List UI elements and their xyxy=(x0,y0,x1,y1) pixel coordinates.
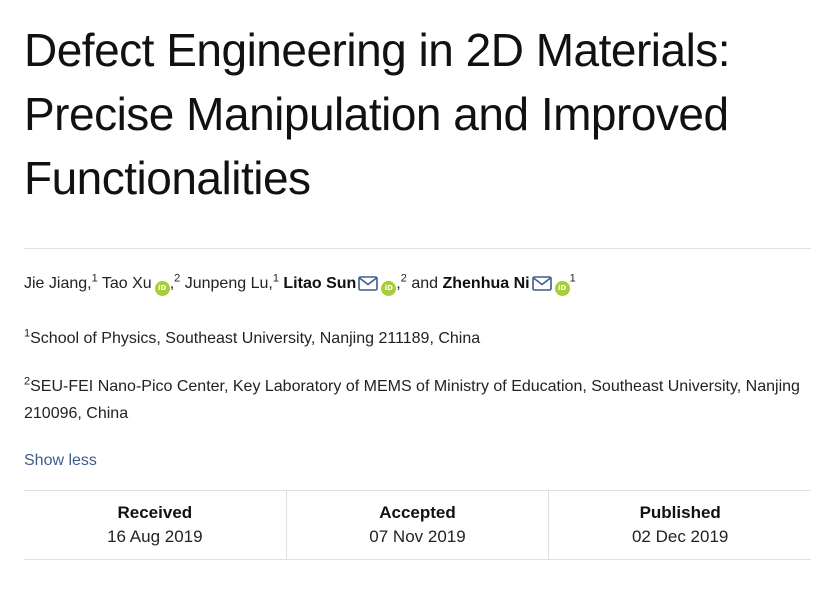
orcid-icon[interactable]: iD xyxy=(554,281,570,296)
author-affiliation-ref: 1 xyxy=(91,272,98,285)
title-line: Precise Manipulation and Improved xyxy=(24,88,729,140)
author-affiliation-ref: 2 xyxy=(400,272,407,285)
date-label: Published xyxy=(639,503,721,522)
author-affiliation-ref: 1 xyxy=(569,272,576,285)
author-name[interactable]: Jie Jiang xyxy=(24,275,88,292)
date-value: 16 Aug 2019 xyxy=(107,527,203,546)
author-affiliation-ref: 2 xyxy=(174,272,181,285)
author-tao-xu[interactable]: Tao Xu iD ,2 xyxy=(101,272,181,296)
affiliation-1: 1School of Physics, Southeast University… xyxy=(24,325,814,352)
affiliation-text: School of Physics, Southeast University,… xyxy=(30,330,481,347)
published-date: Published 02 Dec 2019 xyxy=(548,491,811,559)
affiliation-number: 1 xyxy=(24,327,31,340)
author-name[interactable]: Zhenhua Ni xyxy=(442,275,530,292)
author-affiliation-ref: 1 xyxy=(272,272,279,285)
author-junpeng-lu[interactable]: Junpeng Lu,1 xyxy=(184,272,279,292)
author-zhenhua-ni[interactable]: Zhenhua Ni iD xyxy=(442,275,570,296)
title-line: Defect Engineering in 2D Materials: xyxy=(24,24,731,76)
author-name[interactable]: Litao Sun xyxy=(283,275,357,292)
author-name[interactable]: Tao Xu xyxy=(101,275,152,292)
author-jie-jiang[interactable]: Jie Jiang,1 xyxy=(24,272,98,292)
authors-conjunction: and xyxy=(411,275,439,292)
date-label: Received xyxy=(117,503,193,522)
accepted-date: Accepted 07 Nov 2019 xyxy=(285,491,549,559)
author-name[interactable]: Junpeng Lu xyxy=(184,275,269,292)
date-value: 07 Nov 2019 xyxy=(369,527,466,546)
affiliation-number: 2 xyxy=(24,375,31,388)
affiliation-text: SEU-FEI Nano-Pico Center, Key Laboratory… xyxy=(24,378,800,422)
date-value: 02 Dec 2019 xyxy=(631,527,729,546)
orcid-icon[interactable]: iD xyxy=(381,281,397,296)
article-title: Defect Engineering in 2D Materials: Prec… xyxy=(24,18,814,210)
affiliation-2: 2SEU-FEI Nano-Pico Center, Key Laborator… xyxy=(24,373,814,427)
header-divider xyxy=(24,248,811,249)
email-icon[interactable] xyxy=(358,276,379,291)
received-date: Received 16 Aug 2019 xyxy=(24,491,286,559)
email-icon[interactable] xyxy=(531,276,552,291)
orcid-icon[interactable]: iD xyxy=(154,281,170,296)
show-less-link[interactable]: Show less xyxy=(24,452,97,469)
publication-dates: Received 16 Aug 2019 Accepted 07 Nov 201… xyxy=(24,490,811,560)
title-line: Functionalities xyxy=(24,152,311,204)
date-label: Accepted xyxy=(379,503,456,522)
author-list: Jie Jiang,1 Tao Xu iD ,2 Junpeng Lu,1 Lita… xyxy=(24,273,824,296)
author-litao-sun[interactable]: Litao Sun iD xyxy=(283,275,397,296)
